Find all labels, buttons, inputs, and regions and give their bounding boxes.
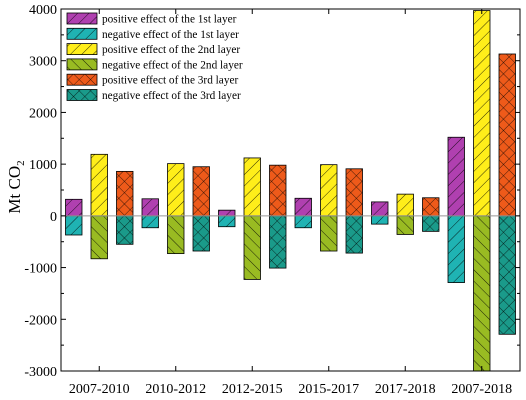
bar	[371, 201, 389, 217]
bar	[396, 215, 414, 235]
bar	[269, 164, 287, 217]
bar	[243, 157, 261, 217]
bar	[167, 163, 185, 217]
legend-label: positive effect of the 2nd layer	[102, 44, 240, 56]
y-tick-label: 0	[50, 210, 57, 225]
y-axis-title: Mt CO2	[5, 160, 27, 213]
bar	[294, 197, 312, 217]
bar	[218, 209, 236, 217]
y-tick-label: 3000	[29, 55, 57, 70]
x-tick-label: 2010-2012	[145, 382, 206, 397]
legend-swatch	[66, 89, 98, 101]
bar	[167, 215, 185, 255]
bar	[116, 170, 134, 217]
y-tick-label: 2000	[29, 106, 57, 121]
x-tick-label: 2012-2015	[222, 382, 283, 397]
y-tick-label: -1000	[24, 262, 57, 277]
bars-layer	[65, 10, 516, 372]
bar	[192, 215, 210, 252]
bar	[473, 10, 491, 217]
legend-swatch	[66, 73, 98, 86]
y-tick-label: 4000	[29, 3, 57, 18]
bar	[141, 198, 159, 217]
bar	[498, 215, 516, 335]
bar	[396, 193, 414, 217]
legend-label: positive effect of the 1st layer	[102, 14, 237, 26]
legend-label: positive effect of the 3rd layer	[102, 75, 238, 87]
bar	[116, 215, 134, 245]
bar	[345, 215, 363, 254]
bar	[422, 215, 440, 232]
bar	[243, 215, 261, 280]
x-tick-label: 2007-2010	[69, 382, 130, 397]
x-tick-label: 2007-2018	[451, 382, 512, 397]
x-axis: 2007-2010 2010-2012 2012-2015 2015-2017 2017…	[69, 9, 512, 397]
bar	[65, 198, 83, 217]
bar	[90, 215, 108, 260]
legend-swatch	[66, 43, 98, 55]
bar	[65, 215, 83, 236]
bar	[422, 197, 440, 217]
y-tick-label: -3000	[24, 365, 57, 380]
y-axis: -3000 -2000 -1000 0 1000 2000 3000 4000	[24, 3, 520, 380]
bar	[498, 53, 516, 217]
legend-swatch	[66, 58, 98, 71]
y-axis-title-subscript: 2	[15, 160, 27, 166]
bar	[141, 215, 159, 229]
legend-label: negative effect of the 1st layer	[102, 29, 239, 41]
y-axis-title-text: Mt CO	[5, 166, 24, 214]
bar	[90, 153, 108, 217]
bar	[473, 215, 491, 372]
bar	[447, 215, 465, 283]
legend-label: negative effect of the 3rd layer	[102, 90, 241, 102]
legend-swatch	[66, 12, 98, 25]
bar	[218, 215, 236, 228]
y-tick-label: -2000	[24, 313, 57, 328]
legend: positive effect of the 1st layer negative…	[66, 12, 243, 102]
x-tick-label: 2015-2017	[298, 382, 359, 397]
bar	[320, 164, 338, 217]
legend-swatch	[66, 27, 98, 40]
x-tick-label: 2017-2018	[375, 382, 436, 397]
legend-label: negative effect of the 2nd layer	[102, 59, 243, 71]
bar	[345, 168, 363, 217]
y-tick-label: 1000	[29, 158, 57, 173]
bar	[320, 215, 338, 252]
bar	[192, 166, 210, 217]
bar	[371, 215, 389, 225]
bar	[294, 215, 312, 229]
bar	[447, 136, 465, 217]
bar	[269, 215, 287, 269]
